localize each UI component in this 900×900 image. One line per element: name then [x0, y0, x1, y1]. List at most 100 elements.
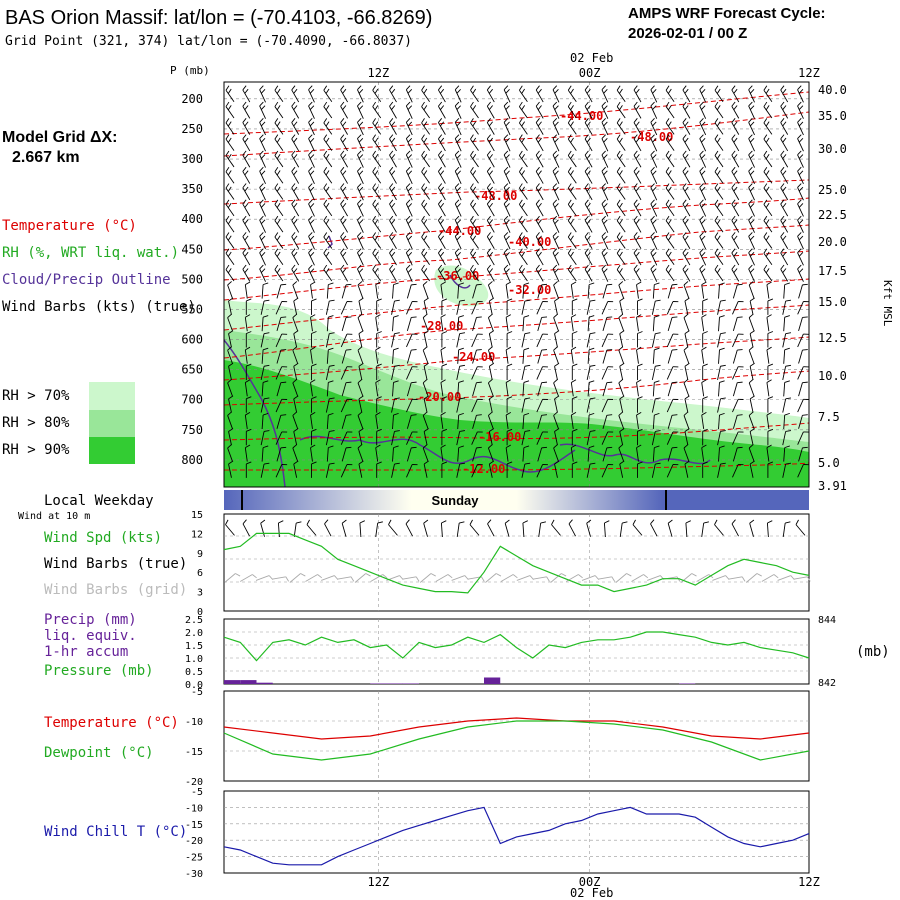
- wind-barb-staff: [714, 138, 724, 151]
- temperature-line: [223, 717, 810, 740]
- wind-barb-staff: [684, 366, 689, 381]
- wind-barb-flag: [784, 380, 790, 383]
- wind-barb: [665, 199, 675, 217]
- wind-barb: [749, 362, 755, 381]
- precip-bar: [240, 680, 257, 684]
- wind-barb-flag: [699, 248, 704, 253]
- wind-barb-staff: [699, 203, 707, 217]
- wind-barb-flag: [458, 380, 464, 383]
- wind-barb-staff: [732, 447, 738, 462]
- wind-barb-flag: [394, 364, 400, 367]
- wind-barb: [714, 85, 724, 102]
- temperature-label: Temperature (°C): [44, 715, 179, 731]
- wind-barb-flag: [423, 121, 428, 127]
- wind-barb-staff: [553, 382, 559, 397]
- wind-barb-staff: [568, 523, 576, 537]
- wind-barb: [666, 333, 679, 348]
- wind-barb-staff: [732, 317, 738, 332]
- wind-barb: [323, 118, 333, 135]
- wind-barb: [554, 330, 560, 348]
- wind-barb: [503, 264, 511, 282]
- wind-barb-flag: [357, 118, 362, 123]
- wind-barb-grid: [745, 573, 762, 583]
- wind-barb: [505, 281, 512, 299]
- wind-barb-flag: [227, 153, 232, 159]
- wind-barb-staff: [406, 431, 413, 445]
- wind-barb-flag: [619, 105, 623, 111]
- wind-barb: [242, 215, 251, 233]
- wind-barb-flag: [472, 137, 477, 143]
- wind-barb-flag: [276, 170, 281, 176]
- wind-barb-staff: [797, 170, 804, 185]
- wind-barb-staff: [567, 138, 577, 151]
- windchill-panel-grid: [224, 791, 809, 873]
- wind-barb: [587, 380, 595, 397]
- wind-barb: [601, 264, 609, 282]
- wind-barb-staff: [699, 252, 707, 266]
- wind-barb-staff: [586, 300, 591, 315]
- isotherm-label: -32.00: [508, 283, 551, 297]
- wind-barb: [567, 264, 577, 282]
- y-tick-label: -5: [191, 787, 203, 798]
- wind-barb-flag: [521, 268, 526, 274]
- wind-barb-staff: [553, 447, 559, 462]
- wind-barb-flag: [456, 186, 461, 192]
- wind-barb-staff: [748, 170, 755, 185]
- wind-barb: [275, 301, 288, 315]
- y-tick-label: -5: [191, 687, 203, 698]
- wind-barb: [584, 264, 593, 282]
- wind-barb-staff: [389, 171, 397, 184]
- wind-barb-flag: [588, 347, 595, 351]
- wind-barb: [652, 282, 660, 299]
- wind-barb: [650, 264, 658, 282]
- wind-barb-flag: [765, 137, 770, 143]
- wind-barb-flag: [633, 118, 638, 123]
- wind-barb: [570, 379, 577, 397]
- wind-barb-staff: [505, 447, 509, 462]
- wind-barb-staff: [274, 171, 284, 184]
- wind-barb-staff: [358, 463, 363, 478]
- wind-barb-flag: [571, 444, 577, 449]
- wind-barb-flag: [261, 121, 266, 127]
- wind-barb-staff: [486, 138, 495, 152]
- wind-barb-staff: [780, 269, 789, 282]
- wind-barb: [470, 118, 479, 135]
- wind-barb-flag: [438, 85, 443, 91]
- wind-barb: [421, 248, 430, 265]
- wind-barb: [340, 366, 353, 380]
- wind-barb-flag: [763, 150, 768, 156]
- wind-barb-flag: [784, 412, 790, 416]
- wind-barb: [699, 264, 707, 282]
- wind-barb-staff: [326, 447, 329, 462]
- wind-barb-flag: [276, 268, 281, 274]
- wind-barb-staff: [456, 523, 460, 537]
- wind-barb-flag: [780, 85, 785, 91]
- wind-barb-staff: [633, 154, 642, 168]
- wind-barb: [274, 248, 284, 265]
- wind-barb-flag: [780, 134, 785, 140]
- wind-barb-staff: [584, 138, 593, 152]
- wind-barb-flag: [571, 281, 577, 286]
- wind-barb-flag: [767, 461, 774, 465]
- wind-barb-flag: [438, 134, 443, 140]
- wind-barb: [798, 316, 808, 332]
- wind-barb-flag: [345, 446, 352, 449]
- wind-barb-staff: [357, 154, 364, 168]
- wind-barb-flag: [578, 574, 583, 579]
- wind-barb-flag: [454, 118, 460, 123]
- wind-barb: [732, 301, 744, 315]
- wind-barb-flag: [584, 150, 589, 156]
- wind-barb: [357, 150, 364, 168]
- wind-barb-flag: [328, 445, 334, 449]
- wind-barb-staff: [421, 236, 430, 249]
- wind-barb-flag: [584, 264, 589, 270]
- wind-barb: [650, 183, 658, 201]
- wind-barb-staff: [341, 523, 347, 537]
- wind-barb: [667, 316, 678, 332]
- wind-barb-staff: [748, 89, 755, 103]
- wind-barb: [797, 101, 804, 119]
- wind-barb-staff: [391, 366, 395, 381]
- y-tick-label: -10: [185, 717, 203, 728]
- wind-barb-flag: [262, 282, 269, 286]
